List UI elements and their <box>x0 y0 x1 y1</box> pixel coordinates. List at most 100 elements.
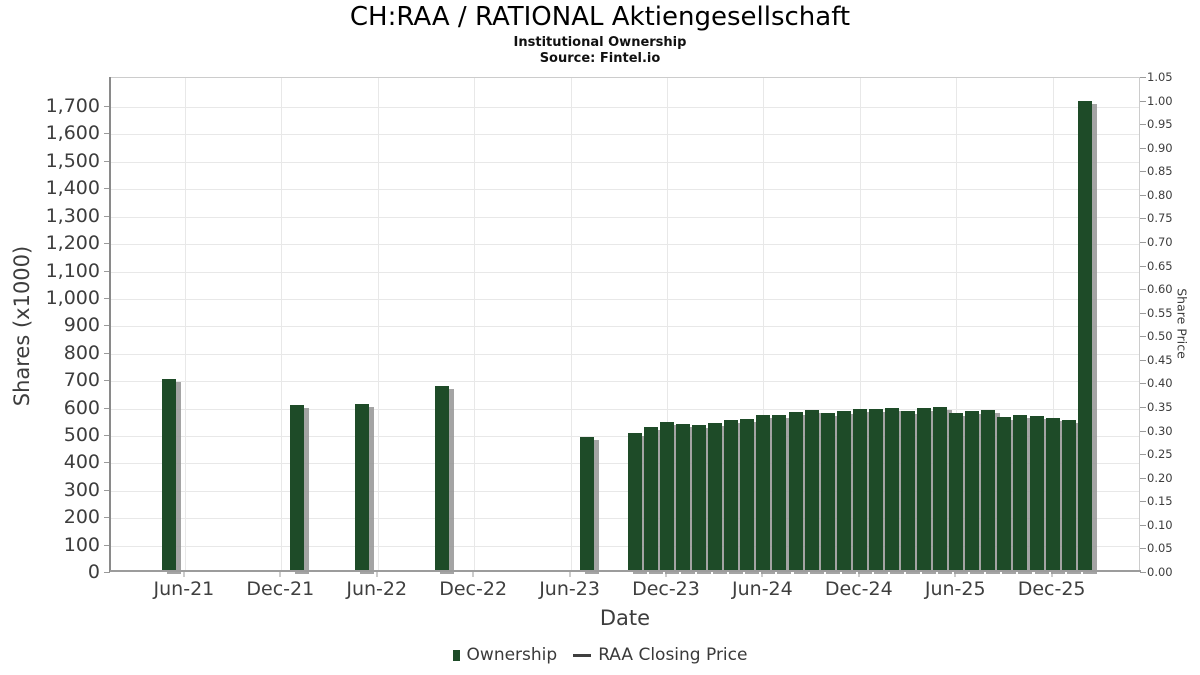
y-tick-label-left: 300 <box>63 478 100 501</box>
y-tick-label-left: 1,700 <box>45 95 100 118</box>
x-tick-label: Jun-24 <box>732 578 793 600</box>
y-tick-label-right: 0.15 <box>1147 494 1173 509</box>
h-gridline <box>111 545 1139 547</box>
y-tick-mark-right <box>1140 548 1146 550</box>
ownership-bar <box>868 409 883 571</box>
y-tick-mark-right <box>1140 77 1146 78</box>
y-tick-mark-right <box>1140 218 1146 220</box>
y-tick-label-left: 700 <box>63 369 100 392</box>
y-tick-label-right: 0.95 <box>1147 117 1173 132</box>
h-gridline <box>111 244 1139 246</box>
y-tick-mark-left <box>104 106 110 108</box>
ownership-bar <box>804 409 819 571</box>
y-tick-mark-left <box>104 572 110 573</box>
y-tick-mark-left <box>104 489 110 491</box>
chart-title: CH:RAA / RATIONAL Aktiengesellschaft <box>349 2 851 32</box>
ownership-bar <box>627 432 642 571</box>
y-tick-mark-left <box>104 544 110 546</box>
chart-source-label: Source: Fintel.io <box>539 51 661 66</box>
y-tick-label-left: 900 <box>63 314 100 337</box>
y-tick-mark-right <box>1140 430 1146 432</box>
legend-item-ownership[interactable]: Ownership <box>452 645 558 665</box>
y-tick-label-right: 0.75 <box>1147 211 1173 226</box>
ownership-bar <box>788 412 803 571</box>
y-tick-label-left: 1,000 <box>45 286 100 309</box>
ownership-bar <box>949 413 964 571</box>
y-tick-mark-left <box>104 380 110 382</box>
x-tick-mark <box>472 572 474 577</box>
x-axis-title: Date <box>599 606 651 630</box>
ownership-bar <box>161 379 176 571</box>
ownership-bar <box>1029 415 1044 571</box>
y-tick-label-right: 0.35 <box>1147 400 1173 414</box>
y-tick-mark-right <box>1140 336 1146 338</box>
y-tick-mark-right <box>1140 242 1146 243</box>
ownership-bar <box>933 407 948 571</box>
v-gridline <box>281 78 283 571</box>
y-tick-mark-left <box>104 517 110 519</box>
ownership-bar <box>1077 100 1092 571</box>
y-tick-label-right: 0.30 <box>1147 423 1173 438</box>
y-tick-mark-left <box>104 215 110 217</box>
ownership-bar <box>1061 420 1076 571</box>
y-tick-label-right: 0.05 <box>1147 541 1173 556</box>
y-tick-label-left: 200 <box>63 506 100 529</box>
ownership-bar <box>740 418 755 571</box>
x-tick-label: Jun-23 <box>539 578 600 600</box>
x-tick-label: Dec-24 <box>824 578 893 600</box>
h-gridline <box>111 381 1139 383</box>
h-gridline <box>111 435 1139 437</box>
ownership-bar <box>772 415 787 571</box>
left-axis-spine <box>109 77 111 572</box>
ownership-bar <box>981 409 996 571</box>
h-gridline <box>111 326 1139 328</box>
y-tick-label-left: 0 <box>87 561 100 583</box>
ownership-bar <box>659 422 674 571</box>
y-tick-mark-left <box>104 407 110 409</box>
ownership-bar <box>965 410 980 571</box>
y-tick-mark-right <box>1140 454 1146 456</box>
y-tick-label-right: 0.45 <box>1147 352 1173 367</box>
y-tick-label-left: 1,400 <box>45 177 100 200</box>
y-tick-label-right: 0.55 <box>1147 305 1173 320</box>
legend-label-ownership: Ownership <box>466 645 558 665</box>
y-tick-label-right: 0.60 <box>1147 282 1173 297</box>
y-tick-label-left: 1,300 <box>45 204 100 227</box>
closing-price-line-swatch-icon <box>573 653 592 657</box>
y-tick-mark-left <box>104 270 110 272</box>
ownership-bar <box>643 427 658 571</box>
y-tick-mark-left <box>104 325 110 327</box>
y-tick-label-left: 100 <box>63 533 100 556</box>
y-tick-label-right: 0.80 <box>1147 187 1173 202</box>
y-tick-mark-right <box>1140 100 1146 102</box>
x-tick-mark <box>761 572 763 577</box>
ownership-bar <box>676 424 691 571</box>
ownership-bar <box>579 436 594 571</box>
ownership-bar <box>917 407 932 571</box>
y-tick-label-left: 1,500 <box>45 149 100 172</box>
y-tick-mark-right <box>1140 572 1146 573</box>
y-tick-label-right: 1.00 <box>1147 93 1173 108</box>
x-axis-line <box>110 570 1141 572</box>
y-tick-label-right: 0.25 <box>1147 447 1173 462</box>
x-tick-mark <box>569 572 571 577</box>
ownership-bar <box>901 410 915 571</box>
x-tick-mark <box>858 572 860 577</box>
y-tick-mark-right <box>1140 265 1146 267</box>
plot-area <box>110 77 1140 572</box>
y-tick-label-right: 0.50 <box>1147 329 1173 344</box>
y-tick-label-left: 800 <box>63 341 100 364</box>
y-tick-label-right: 0.20 <box>1147 470 1173 485</box>
x-tick-label: Jun-21 <box>153 578 215 600</box>
y-tick-mark-right <box>1140 171 1146 173</box>
y-tick-mark-left <box>104 243 110 245</box>
y-tick-mark-right <box>1140 359 1146 361</box>
y-tick-mark-left <box>104 133 110 135</box>
ownership-bar <box>820 412 835 571</box>
y-tick-mark-left <box>104 352 110 354</box>
h-gridline <box>111 518 1139 520</box>
y-tick-mark-right <box>1140 477 1146 479</box>
h-gridline <box>111 134 1139 136</box>
legend-item-closing-price[interactable]: RAA Closing Price <box>573 645 747 665</box>
